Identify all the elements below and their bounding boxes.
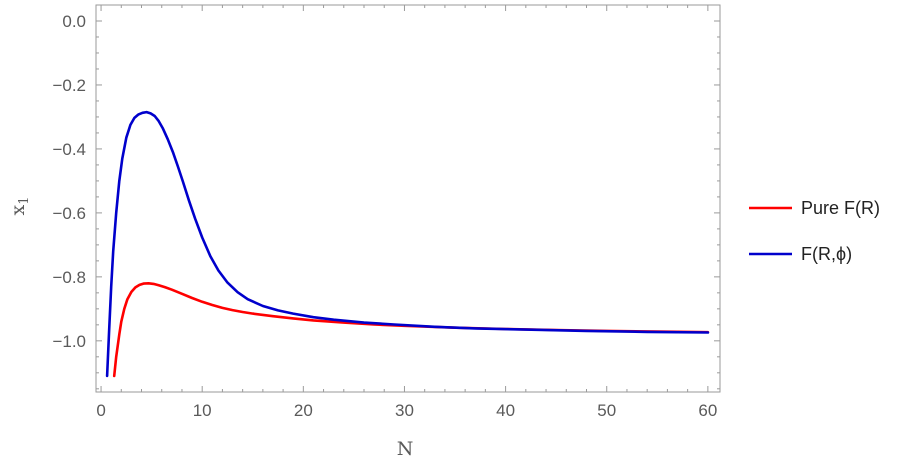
y-tick-label: −0.6 [52, 204, 86, 223]
series-line-f-r-phi [105, 110, 710, 378]
legend-label-pure-f-r: Pure F(R) [801, 198, 880, 218]
x-tick-label: 10 [193, 401, 212, 420]
y-tick-label: −0.8 [52, 268, 86, 287]
x-tick-label: 30 [395, 401, 414, 420]
y-axis-title-subscript: 1 [17, 197, 32, 205]
y-axis-title-main: x [7, 205, 29, 216]
x-tick-label: 60 [698, 401, 717, 420]
y-tick-label: −1.0 [52, 332, 86, 351]
x-tick-label: 0 [96, 401, 105, 420]
x-tick-label: 20 [294, 401, 313, 420]
y-tick-label: 0.0 [62, 12, 86, 31]
legend-label-f-r-phi: F(R,ϕ) [801, 244, 852, 264]
y-tick-label: −0.2 [52, 76, 86, 95]
series-lines [105, 110, 710, 378]
y-axis-title: x1 [7, 197, 32, 216]
x-axis-title: N [397, 438, 414, 460]
x-tick-label: 40 [496, 401, 515, 420]
tick-labels: 0 10 20 30 40 50 60 0.0 −0.2 −0.4 −0.6 −0.8 −1.0 [52, 12, 717, 420]
y-tick-label: −0.4 [52, 140, 86, 159]
legend: Pure F(R) F(R,ϕ) [749, 198, 880, 264]
plot-frame [95, 4, 721, 393]
x-tick-label: 50 [597, 401, 616, 420]
